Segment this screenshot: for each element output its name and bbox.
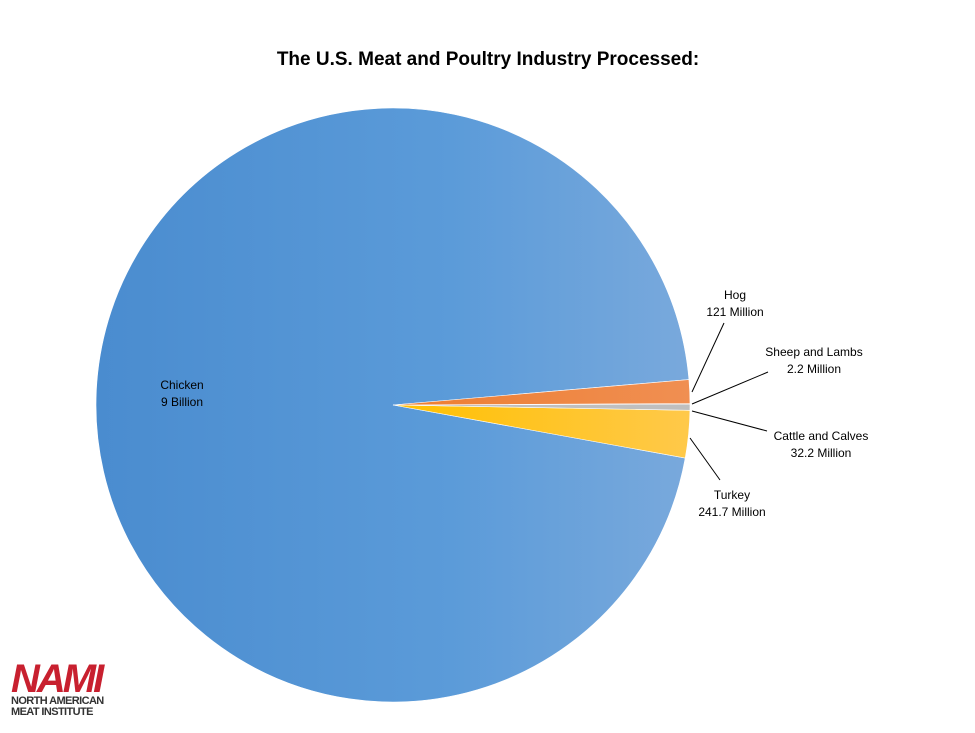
logo-line-2: MEAT INSTITUTE <box>11 706 93 718</box>
pie-labels: Chicken 9 Billion Hog 121 Million Sheep and … <box>160 288 868 519</box>
slice-label-name-cattle-and-calves: Cattle and Calves <box>774 429 869 443</box>
pie-slice-chicken <box>95 107 690 703</box>
slice-label-value-sheep-and-lambs: 2.2 Million <box>787 362 841 376</box>
pie-slice-hog <box>392 379 691 406</box>
slice-label-name-sheep-and-lambs: Sheep and Lambs <box>765 345 862 359</box>
nami-logo-letters: NAMI <box>11 657 104 701</box>
leader-line-sheep-and-lambs <box>691 371 769 405</box>
slice-label-value-cattle-and-calves: 32.2 Million <box>791 446 852 460</box>
slice-label-name-hog: Hog <box>724 288 746 302</box>
leader-line-turkey <box>689 437 721 481</box>
leader-line-hog <box>691 322 725 393</box>
nami-logo-mark: NAMI <box>11 657 121 701</box>
leader-line-cattle-and-calves <box>691 410 768 432</box>
slice-label-name-turkey: Turkey <box>714 488 750 502</box>
slice-label-value-hog: 121 Million <box>706 305 763 319</box>
slice-label-value-chicken: 9 Billion <box>161 395 203 409</box>
chart-title: The U.S. Meat and Poultry Industry Proce… <box>277 49 699 70</box>
slice-label-name-chicken: Chicken <box>160 378 203 392</box>
pie-slices <box>95 107 691 703</box>
logo-line-1: NORTH AMERICAN <box>11 695 104 707</box>
slice-label-value-turkey: 241.7 Million <box>698 505 765 519</box>
nami-logo: NAMI NORTH AMERICAN MEAT INSTITUTE <box>11 657 121 722</box>
